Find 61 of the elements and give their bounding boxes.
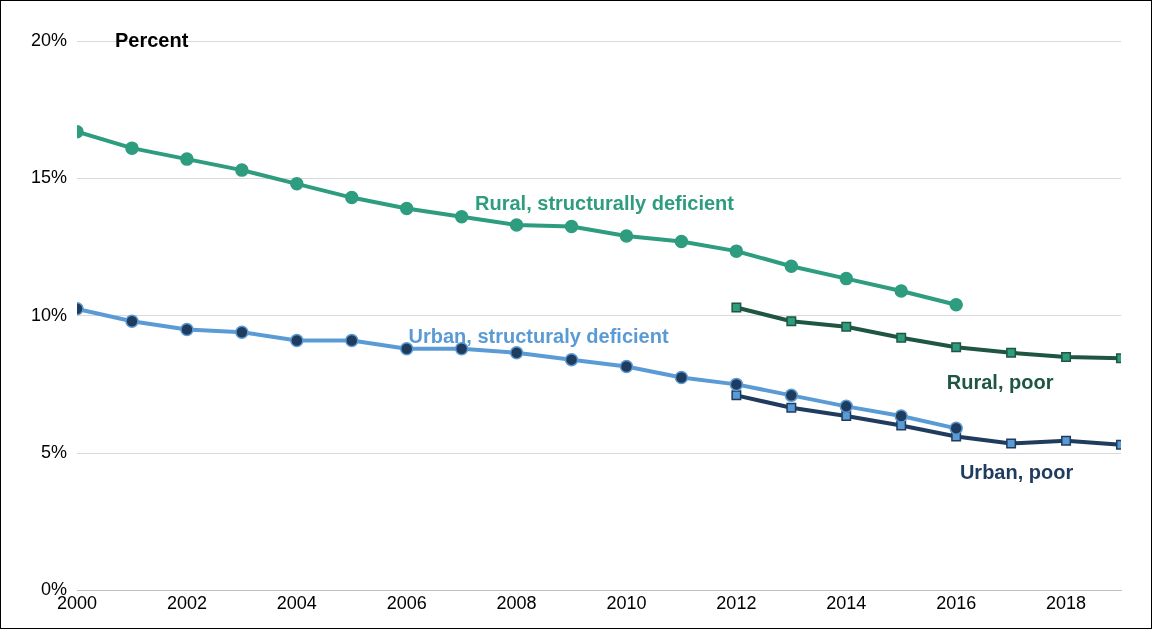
point (784, 259, 799, 273)
point (290, 177, 304, 191)
point (896, 420, 907, 431)
x-tick-label: 2006 (386, 593, 427, 614)
point (235, 163, 249, 177)
point (125, 314, 139, 328)
x-tick-label: 2014 (826, 593, 867, 614)
point (180, 152, 194, 166)
point (345, 333, 359, 348)
y-tick-label: 10% (31, 304, 68, 325)
series-label: Urban, structuraly deficient (408, 325, 669, 348)
point (619, 229, 634, 243)
point (786, 316, 797, 327)
point (235, 325, 249, 339)
point (784, 388, 799, 403)
series-label: Urban, poor (959, 460, 1074, 483)
x-tick-label: 2016 (936, 593, 977, 614)
point (1061, 435, 1072, 446)
point (619, 359, 634, 374)
point (125, 141, 139, 155)
y-tick-label: 5% (41, 442, 68, 463)
point (180, 322, 194, 337)
x-tick-label: 2008 (496, 593, 537, 614)
x-tick-label: 2002 (166, 593, 207, 614)
point (509, 218, 524, 232)
point (564, 352, 579, 367)
x-tick-label: 2012 (716, 593, 757, 614)
point (729, 377, 744, 392)
point (1006, 347, 1017, 358)
point (841, 410, 852, 421)
point (949, 421, 963, 436)
point (290, 333, 304, 348)
point (786, 402, 797, 413)
point (1006, 438, 1017, 449)
point (841, 321, 852, 332)
point (564, 219, 579, 234)
point (1061, 351, 1072, 362)
point (949, 297, 963, 312)
point (399, 201, 414, 216)
point (839, 271, 854, 286)
series-label: Rural, structurally deficient (475, 191, 735, 214)
x-tick-label: 2004 (276, 593, 317, 614)
point (674, 370, 689, 385)
point (509, 346, 524, 360)
series-label: Rural, poor (946, 371, 1054, 394)
point (731, 390, 742, 401)
y-tick-label: 15% (31, 167, 68, 188)
y-tick-label: 20% (31, 29, 68, 50)
point (674, 234, 689, 249)
point (894, 409, 908, 423)
x-tick-label: 2010 (606, 593, 647, 614)
point (454, 210, 469, 224)
point (731, 302, 742, 313)
point (729, 244, 744, 258)
point (951, 342, 962, 353)
point (894, 284, 908, 298)
x-tick-label: 2018 (1046, 593, 1087, 614)
point (839, 399, 854, 414)
y-axis-title: Percent (115, 28, 189, 51)
point (896, 332, 907, 343)
point (345, 190, 359, 205)
